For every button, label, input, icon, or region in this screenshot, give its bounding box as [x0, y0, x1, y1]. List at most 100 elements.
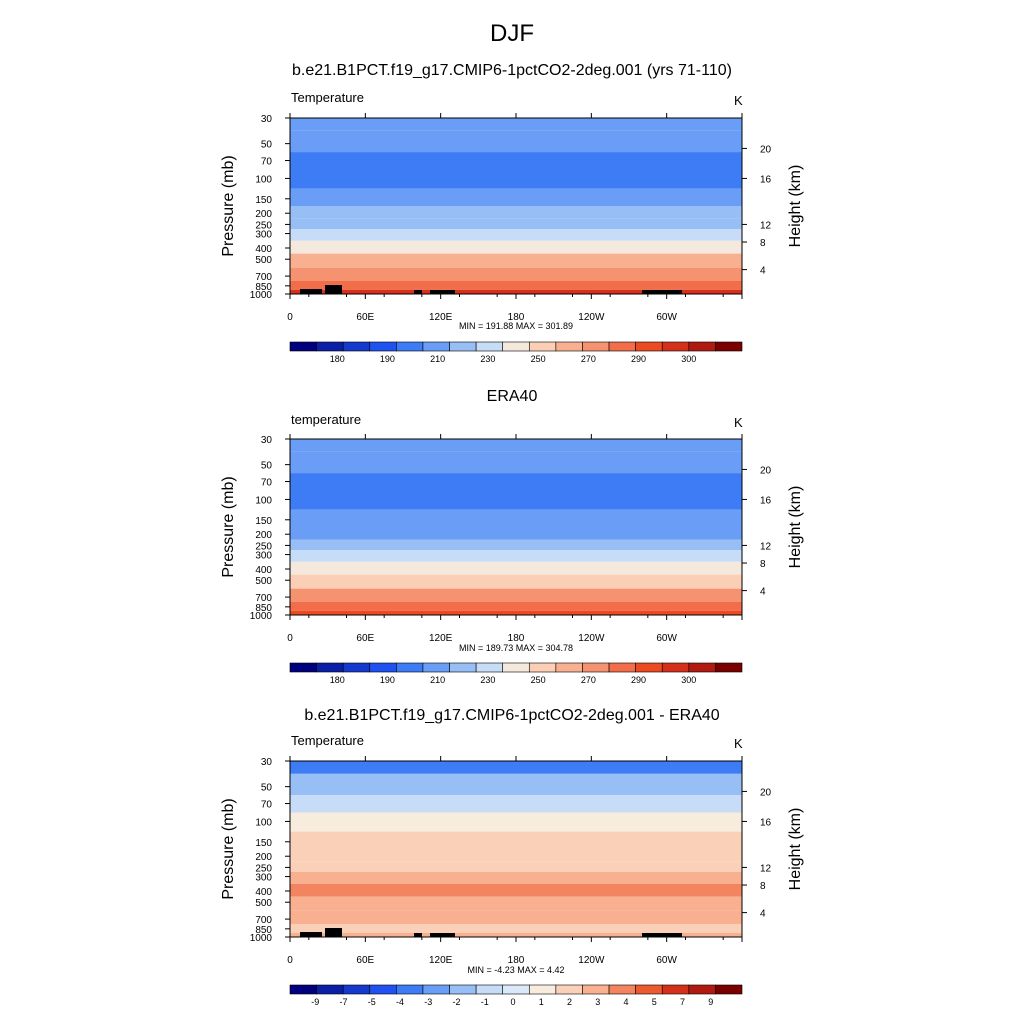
- y-tick-label: 150: [255, 516, 272, 527]
- colorbar-box: [555, 984, 583, 995]
- colorbar-label: 9: [708, 997, 713, 1007]
- colorbar-label: 210: [430, 675, 445, 685]
- figure-title: DJF: [490, 20, 534, 47]
- colorbar-label: -2: [452, 997, 460, 1007]
- contour-band: [290, 561, 742, 575]
- contour-band: [290, 188, 742, 206]
- x-tick-label: 60E: [356, 633, 374, 644]
- x-tick-label: 120W: [578, 312, 605, 323]
- panel-1-minmax: MIN = 191.88 MAX = 301.89: [458, 321, 574, 331]
- colorbar-label: 300: [681, 675, 696, 685]
- colorbar-box: [316, 662, 344, 673]
- topography-mask: [430, 290, 455, 294]
- contour-band: [290, 509, 742, 527]
- y-right-axis-title: Height (km): [787, 808, 804, 891]
- colorbar-box: [502, 341, 530, 352]
- colorbar-label: 230: [480, 354, 495, 364]
- contour-band: [290, 574, 742, 589]
- colorbar-box: [715, 341, 743, 352]
- y-tick-label: 500: [255, 898, 272, 909]
- colorbar-label: 4: [623, 997, 628, 1007]
- y-tick-label: 250: [255, 541, 272, 552]
- colorbar-box: [688, 341, 716, 352]
- y-tick-label: 150: [255, 195, 272, 206]
- y-right-tick-label: 16: [760, 817, 772, 828]
- x-tick-label: 60W: [656, 633, 677, 644]
- x-tick-label: 0: [287, 955, 293, 966]
- y-tick-label: 850: [255, 282, 272, 293]
- y-right-axis-title: Height (km): [787, 165, 804, 248]
- y-tick-label: 300: [255, 873, 272, 884]
- colorbar-label: 300: [681, 354, 696, 364]
- contour-band: [290, 773, 742, 796]
- colorbar-label: 190: [380, 354, 395, 364]
- panel-2-variable-label: temperature: [291, 412, 362, 427]
- colorbar-box: [661, 984, 690, 995]
- colorbar-box: [449, 662, 477, 673]
- y-tick-label: 1000: [250, 290, 273, 301]
- contour-band: [290, 253, 742, 268]
- colorbar-label: 250: [531, 354, 546, 364]
- colorbar-box: [528, 341, 557, 352]
- colorbar-box: [422, 662, 450, 673]
- colorbar-box: [475, 662, 504, 673]
- y-tick-label: 850: [255, 603, 272, 614]
- colorbar-label: 270: [581, 675, 596, 685]
- y-tick-label: 100: [255, 495, 272, 506]
- topography-mask: [325, 928, 342, 937]
- topography-mask: [642, 933, 682, 937]
- y-right-tick-label: 12: [760, 541, 772, 552]
- colorbar-box: [555, 662, 583, 673]
- colorbar-box: [342, 662, 371, 673]
- y-right-tick-label: 20: [760, 787, 772, 798]
- colorbar-label: -1: [481, 997, 489, 1007]
- x-tick-label: 120W: [578, 955, 605, 966]
- colorbar-box: [635, 984, 663, 995]
- colorbar-box: [396, 341, 424, 352]
- y-right-tick-label: 8: [760, 559, 766, 570]
- y-tick-label: 700: [255, 272, 272, 283]
- colorbar-label: -3: [424, 997, 432, 1007]
- colorbar-label: 7: [680, 997, 685, 1007]
- y-tick-label: 100: [255, 174, 272, 185]
- y-tick-label: 400: [255, 887, 272, 898]
- y-tick-label: 400: [255, 244, 272, 255]
- y-right-tick-label: 20: [760, 144, 772, 155]
- y-tick-label: 200: [255, 209, 272, 220]
- colorbar-label: 5: [652, 997, 657, 1007]
- contour-band: [290, 130, 742, 153]
- colorbar-box: [608, 341, 636, 352]
- y-tick-label: 50: [261, 783, 273, 794]
- colorbar-label: 1: [539, 997, 544, 1007]
- y-tick-label: 50: [261, 461, 273, 472]
- colorbar-box: [396, 662, 424, 673]
- panel-3-title: b.e21.B1PCT.f19_g17.CMIP6-1pctCO2-2deg.0…: [304, 707, 720, 724]
- x-tick-label: 120E: [429, 955, 453, 966]
- contour-band: [290, 871, 742, 884]
- colorbar-label: -9: [311, 997, 319, 1007]
- y-tick-label: 300: [255, 230, 272, 241]
- y-right-axis-title: Height (km): [787, 486, 804, 569]
- colorbar-box: [582, 984, 610, 995]
- contour-band: [290, 218, 742, 229]
- y-right-tick-label: 8: [760, 238, 766, 249]
- topography-mask: [642, 290, 682, 294]
- contour-band: [290, 439, 742, 452]
- colorbar-label: 3: [595, 997, 600, 1007]
- contour-band: [290, 761, 742, 774]
- colorbar-box: [369, 984, 397, 995]
- y-tick-label: 50: [261, 140, 273, 151]
- x-tick-label: 60W: [656, 312, 677, 323]
- contour-band: [290, 610, 742, 615]
- colorbar-box: [608, 662, 636, 673]
- colorbar-box: [316, 341, 344, 352]
- x-tick-label: 180: [508, 955, 525, 966]
- x-tick-label: 60E: [356, 955, 374, 966]
- contour-band: [290, 169, 742, 189]
- x-tick-label: 60W: [656, 955, 677, 966]
- colorbar-box: [528, 984, 557, 995]
- colorbar-box: [369, 662, 397, 673]
- x-tick-label: 180: [508, 633, 525, 644]
- y-tick-label: 1000: [250, 933, 273, 944]
